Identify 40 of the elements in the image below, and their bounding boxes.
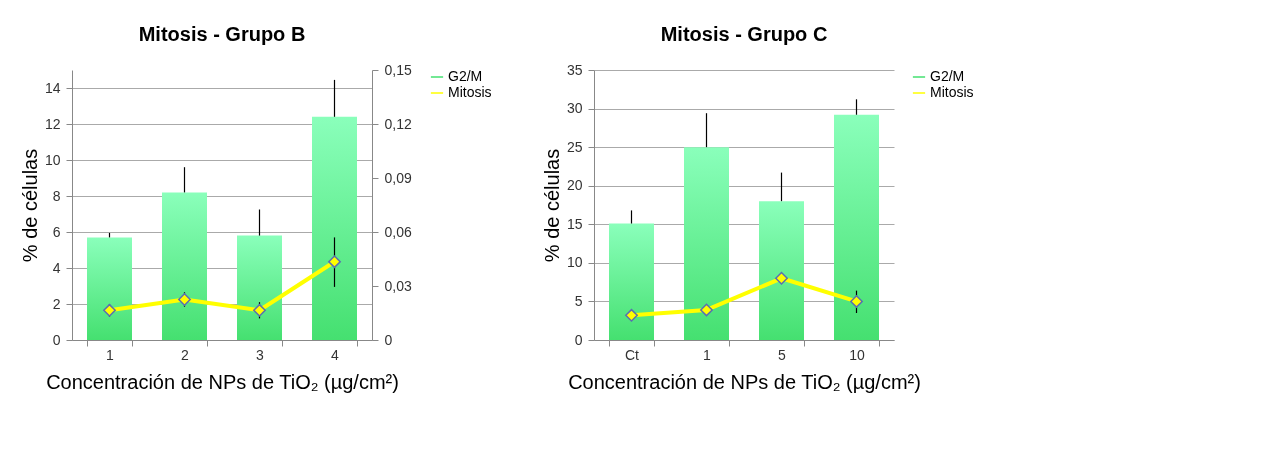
y-tick-label: 8: [52, 187, 61, 204]
y-tick-label: 15: [566, 215, 583, 232]
y-tick-label: 10: [566, 254, 583, 271]
y-tick-label: 2: [52, 295, 61, 312]
y-tick-label: 0: [574, 331, 583, 348]
x-tick-label: 1: [106, 346, 115, 363]
chart-title: Mitosis - Grupo B: [138, 23, 306, 45]
legend-label: Mitosis: [448, 84, 492, 100]
y2-tick-label: 0: [384, 331, 393, 348]
y-tick-label: 4: [52, 259, 61, 276]
x-tick-label: 5: [778, 346, 787, 363]
legend-label: Mitosis: [930, 84, 974, 100]
y-tick-label: 6: [52, 223, 61, 240]
y2-tick-label: 0,15: [384, 61, 412, 78]
y-tick-label: 5: [574, 292, 583, 309]
x-axis-title: Concentración de NPs de TiO₂ (µg/cm²): [46, 370, 399, 393]
y-tick-label: 20: [566, 177, 583, 194]
y-tick-label: 30: [566, 100, 583, 117]
y2-tick-label: 0,06: [384, 223, 412, 240]
chart-title: Mitosis - Grupo C: [660, 23, 828, 45]
y2-tick-label: 0,09: [384, 169, 412, 186]
x-tick-label: 3: [256, 346, 265, 363]
x-tick-label: 2: [181, 346, 190, 363]
y2-tick-label: 0,03: [384, 277, 412, 294]
x-axis-title: Concentración de NPs de TiO₂ (µg/cm²): [568, 370, 921, 393]
y2-tick-label: 0,12: [384, 115, 412, 132]
x-tick-label: 4: [331, 346, 340, 363]
y-tick-label: 35: [566, 61, 583, 78]
y-axis-title: % de células: [18, 148, 41, 263]
x-tick-label: 1: [703, 346, 712, 363]
y-tick-label: 12: [44, 115, 61, 132]
y-axis-title: % de células: [540, 148, 563, 263]
y-tick-label: 14: [44, 79, 61, 96]
y-tick-label: 25: [566, 138, 583, 155]
x-tick-label: Ct: [625, 346, 640, 363]
y-tick-label: 0: [52, 331, 61, 348]
x-tick-label: 10: [849, 346, 865, 363]
legend-label: G2/M: [930, 68, 965, 84]
y-tick-label: 10: [44, 151, 61, 168]
legend-label: G2/M: [448, 68, 483, 84]
